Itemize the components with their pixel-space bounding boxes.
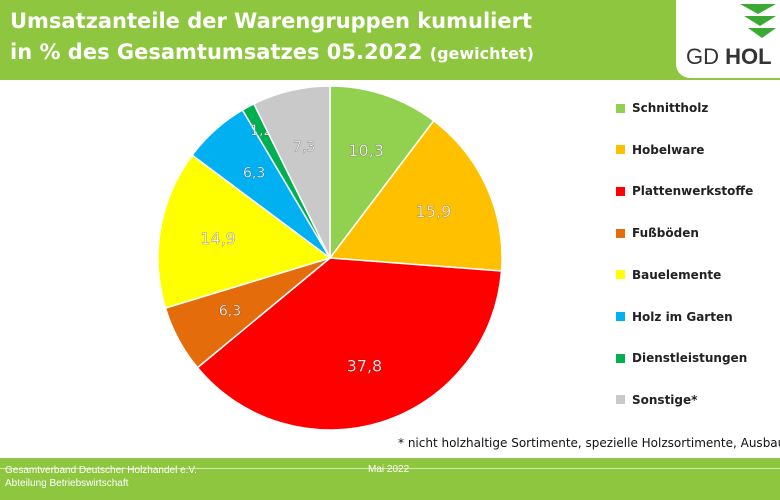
- logo-text-prefix: GD: [686, 44, 726, 69]
- footer-divider: [0, 468, 780, 469]
- header-bar: Umsatzanteile der Warengruppen kumuliert…: [0, 0, 780, 80]
- legend-item-6: Holz im Garten: [616, 309, 733, 325]
- legend-swatch: [616, 228, 625, 238]
- logo: GD HOL: [676, 0, 780, 78]
- legend-item-3: Plattenwerkstoffe: [616, 183, 753, 199]
- legend-swatch: [616, 353, 625, 363]
- logo-text: GD HOL: [686, 44, 772, 70]
- pie-data-label-4: 6,3: [219, 304, 241, 320]
- legend-label: Schnittholz: [632, 101, 709, 115]
- legend-item-7: Dienstleistungen: [616, 350, 747, 366]
- pie-slice-5: [157, 154, 332, 309]
- pie-slice-2: [328, 119, 503, 272]
- legend-swatch: [616, 270, 625, 280]
- pie-data-label-6: 6,3: [243, 166, 265, 182]
- legend-label: Plattenwerkstoffe: [632, 184, 754, 199]
- tree-logo-icon: [740, 4, 776, 38]
- chart-title-suffix: (gewichtet): [429, 44, 534, 63]
- legend-item-5: Bauelemente: [616, 267, 721, 283]
- legend-item-4: Fußböden: [616, 225, 699, 241]
- footnote: * nicht holzhaltige Sortimente, speziell…: [398, 436, 780, 450]
- logo-text-bold: HOL: [725, 44, 772, 69]
- legend-item-1: Schnittholz: [616, 100, 708, 116]
- legend-swatch: [616, 103, 625, 113]
- chart-title-line1: Umsatzanteile der Warengruppen kumuliert: [10, 9, 532, 33]
- legend-item-2: Hobelware: [616, 142, 704, 158]
- legend-swatch: [616, 145, 625, 155]
- legend-swatch: [616, 312, 625, 321]
- legend-label: Dienstleistungen: [632, 351, 748, 366]
- pie-chart: 10,315,937,86,314,96,31,27,3: [157, 85, 503, 431]
- pie-data-label-8: 7,3: [293, 139, 315, 155]
- footer-org-department: Abteilung Betriebswirtschaft: [5, 478, 129, 489]
- pie-data-label-5: 14,9: [200, 229, 236, 248]
- pie-data-label-1: 10,3: [348, 141, 384, 160]
- pie-slice-1: [329, 85, 435, 261]
- legend-label: Fußböden: [632, 226, 699, 241]
- pie-data-label-3: 37,8: [347, 357, 383, 376]
- legend-label: Holz im Garten: [632, 309, 733, 324]
- footer-organization: Gesamtverband Deutscher Holzhandel e.V. …: [5, 464, 197, 490]
- legend-item-8: Sonstige*: [616, 392, 697, 408]
- legend-label: Hobelware: [632, 142, 705, 157]
- legend-label: Bauelemente: [632, 267, 722, 282]
- legend-label: Sonstige*: [632, 392, 698, 407]
- footer-bar: Gesamtverband Deutscher Holzhandel e.V. …: [0, 458, 780, 500]
- footer-date: Mai 2022: [368, 464, 410, 475]
- legend-swatch: [616, 395, 625, 405]
- pie-data-label-2: 15,9: [416, 202, 452, 221]
- pie-slice-3: [196, 257, 503, 431]
- chart-title-line2: in % des Gesamtumsatzes 05.2022 (gewicht…: [10, 40, 534, 64]
- legend-swatch: [616, 186, 625, 196]
- footer-org-name: Gesamtverband Deutscher Holzhandel e.V.: [5, 465, 197, 476]
- chart-title-main: in % des Gesamtumsatzes 05.2022: [10, 40, 423, 64]
- pie-slice-8: [252, 85, 331, 259]
